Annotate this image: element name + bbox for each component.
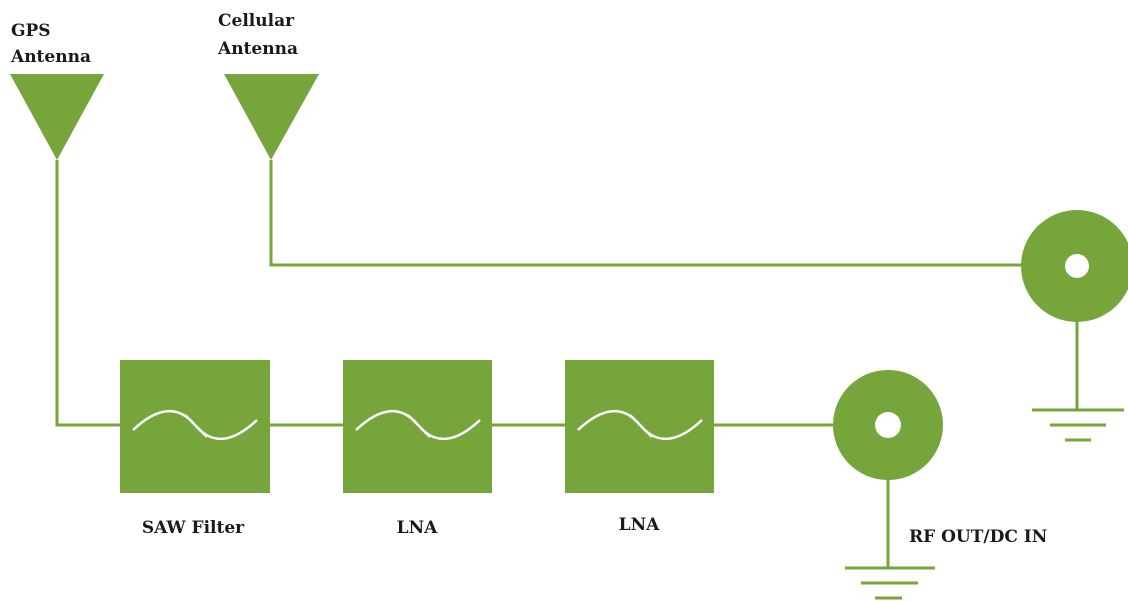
cellular-ground-icon	[1032, 408, 1124, 442]
gps-antenna-label-line2: Antenna	[10, 47, 91, 67]
lna-block-2	[565, 360, 714, 493]
gps-antenna-icon	[10, 74, 104, 160]
gps-antenna-wire	[55, 160, 120, 427]
wires	[55, 160, 1079, 568]
cellular-antenna-wire	[269, 160, 1022, 267]
saw-filter-block	[120, 360, 270, 493]
filter-wave-icon	[132, 409, 258, 441]
lna-block-1	[343, 360, 492, 493]
rf-out-dc-in-label: RF OUT/DC IN	[909, 527, 1047, 547]
cellular-antenna-label-line1: Cellular	[218, 11, 295, 31]
cellular-antenna-label-line2: Antenna	[217, 39, 298, 59]
rf-ground-icon	[845, 566, 935, 600]
cellular-coaxial-connector-icon	[1021, 210, 1128, 322]
gps-antenna-label-line1: GPS	[11, 21, 51, 41]
saw-filter-label: SAW Filter	[142, 518, 245, 538]
rf-coaxial-connector-icon	[833, 370, 943, 480]
lna-1-label: LNA	[397, 518, 438, 538]
filter-wave-icon	[577, 409, 703, 441]
filter-wave-icon	[355, 409, 481, 441]
lna-2-label: LNA	[619, 515, 660, 535]
cellular-antenna-icon	[224, 74, 319, 160]
